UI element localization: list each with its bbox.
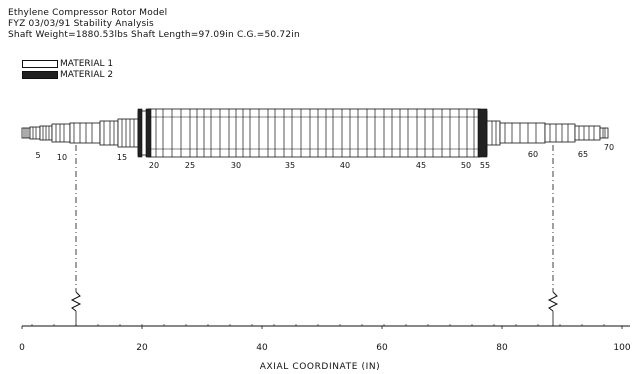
station-label: 10 (57, 153, 67, 162)
x-axis-title: AXIAL COORDINATE (IN) (260, 362, 381, 372)
diagram-subtitle: FYZ 03/03/91 Stability Analysis (8, 19, 154, 29)
station-label: 30 (231, 161, 241, 170)
legend-material-2: MATERIAL 2 (22, 70, 113, 80)
x-tick-label: 0 (19, 343, 25, 353)
material-2-section (137, 108, 143, 158)
station-label: 15 (117, 153, 127, 162)
station-label: 20 (149, 161, 159, 170)
legend-swatch-material-1 (22, 60, 58, 68)
shaft-segment (117, 118, 139, 148)
shaft-segment (69, 122, 101, 144)
shaft-segment (99, 120, 119, 146)
shaft-segment (486, 120, 501, 146)
shaft-segment (499, 122, 546, 144)
station-label: 55 (480, 161, 490, 170)
shaft-segment (51, 123, 71, 143)
station-label: 5 (35, 151, 40, 160)
bearing-spring-icon (547, 291, 559, 312)
station-label: 60 (528, 150, 538, 159)
station-label: 65 (578, 150, 588, 159)
shaft-segment (599, 127, 609, 139)
material-2-section (145, 108, 152, 158)
station-label: 25 (185, 161, 195, 170)
diagram-title: Ethylene Compressor Rotor Model (8, 8, 168, 18)
legend-label-material-2: MATERIAL 2 (60, 70, 114, 80)
bearing-spring-icon (70, 291, 82, 312)
station-label: 50 (461, 161, 471, 170)
shaft-segment (544, 123, 576, 143)
x-tick-label: 20 (136, 343, 148, 353)
legend-swatch-material-2 (22, 71, 58, 79)
shaft-segment (29, 126, 41, 140)
legend-label-material-1: MATERIAL 1 (60, 59, 114, 69)
station-label: 35 (285, 161, 295, 170)
station-label: 40 (340, 161, 350, 170)
shaft-specs: Shaft Weight=1880.53lbs Shaft Length=97.… (8, 30, 300, 40)
station-label: 70 (604, 143, 614, 152)
x-tick-label: 60 (376, 343, 388, 353)
x-tick-label: 40 (256, 343, 268, 353)
material-2-section (477, 108, 488, 158)
x-tick-label: 100 (613, 343, 630, 353)
x-tick-label: 80 (496, 343, 508, 353)
legend-material-1: MATERIAL 1 (22, 59, 113, 69)
station-label: 45 (416, 161, 426, 170)
shaft-segment (147, 108, 481, 158)
